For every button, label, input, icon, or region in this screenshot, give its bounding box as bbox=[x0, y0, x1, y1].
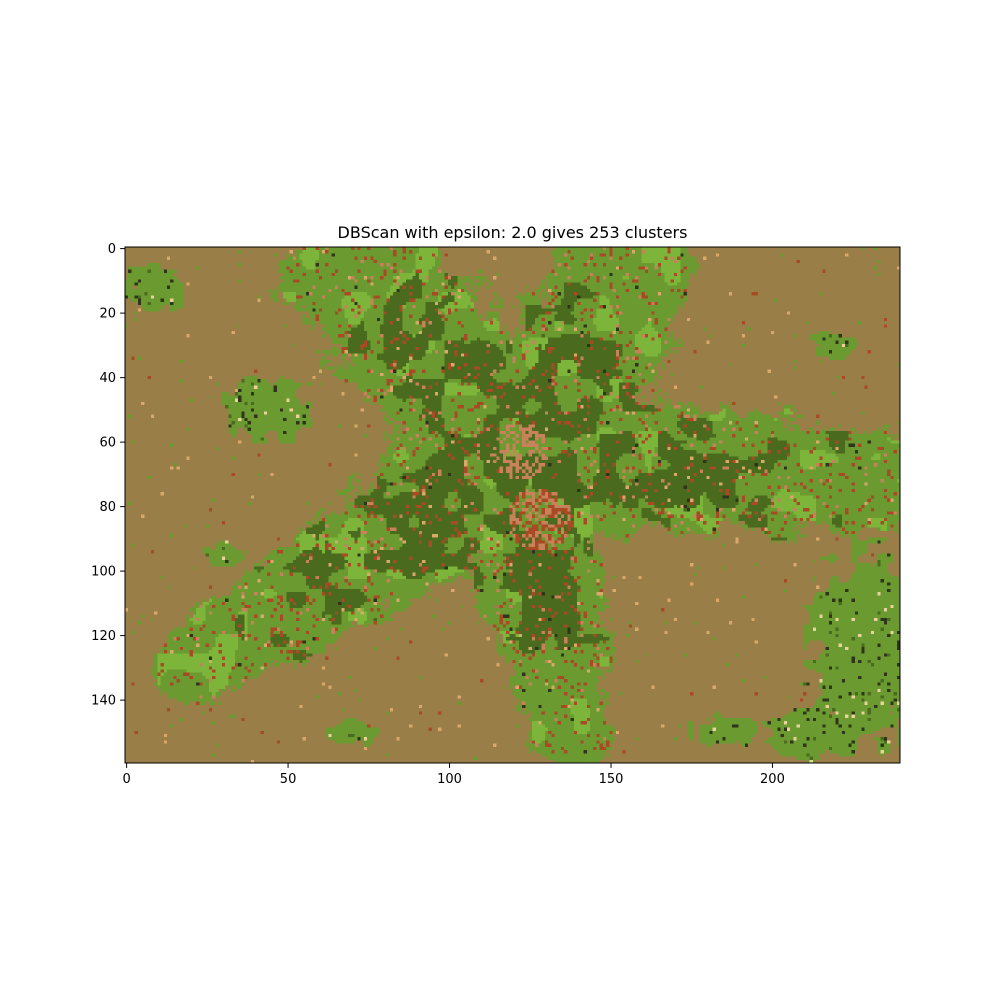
y-tick-label: 120 bbox=[91, 629, 116, 644]
cluster-heatmap-image bbox=[125, 247, 900, 763]
y-tick-label: 100 bbox=[91, 565, 116, 580]
y-tick-label: 0 bbox=[108, 242, 116, 257]
x-axis: 0 50 100 150 200 bbox=[122, 763, 785, 787]
y-tick-label: 20 bbox=[99, 307, 116, 322]
axes-frame bbox=[124, 246, 901, 764]
y-tick-label: 60 bbox=[99, 436, 116, 451]
x-tick-label: 0 bbox=[122, 772, 130, 787]
x-tick-label: 150 bbox=[599, 772, 624, 787]
y-tick-label: 140 bbox=[91, 694, 116, 709]
y-tick-label: 80 bbox=[99, 500, 116, 515]
y-axis: 0 20 40 60 80 100 120 140 bbox=[91, 242, 125, 709]
x-tick-label: 50 bbox=[280, 772, 297, 787]
chart-title: DBScan with epsilon: 2.0 gives 253 clust… bbox=[338, 223, 688, 242]
plot-area bbox=[125, 247, 900, 763]
y-tick-label: 40 bbox=[99, 371, 116, 386]
x-tick-label: 100 bbox=[437, 772, 462, 787]
x-tick-label: 200 bbox=[760, 772, 785, 787]
